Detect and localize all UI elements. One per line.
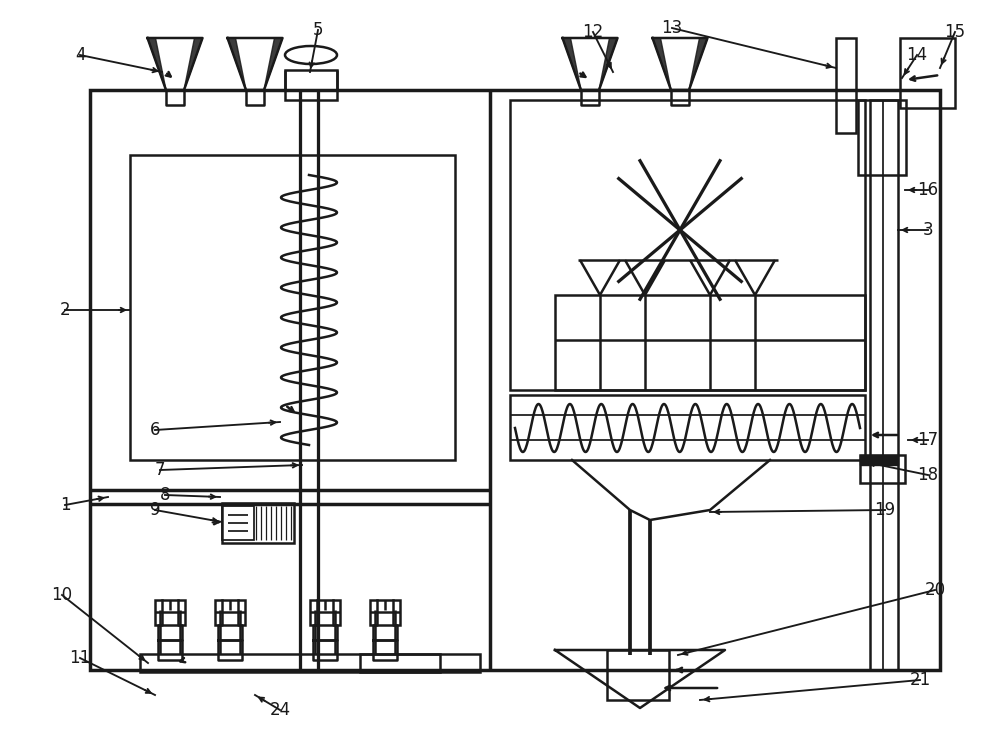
- Bar: [222, 506, 254, 540]
- Text: 5: 5: [313, 21, 323, 39]
- Polygon shape: [148, 38, 166, 90]
- Text: 12: 12: [582, 23, 604, 41]
- Text: 4: 4: [75, 46, 85, 64]
- Bar: [858, 100, 906, 175]
- Bar: [130, 155, 455, 460]
- Bar: [370, 600, 400, 625]
- Bar: [607, 650, 669, 700]
- Bar: [555, 295, 865, 390]
- Bar: [155, 600, 185, 625]
- Text: 7: 7: [155, 461, 165, 479]
- Text: 11: 11: [69, 649, 91, 667]
- Text: 3: 3: [923, 221, 933, 239]
- Bar: [836, 38, 856, 133]
- Polygon shape: [562, 38, 581, 90]
- Polygon shape: [228, 38, 246, 90]
- Polygon shape: [599, 38, 618, 90]
- Bar: [140, 654, 480, 672]
- Text: 2: 2: [60, 301, 70, 319]
- Text: 20: 20: [924, 581, 946, 599]
- Text: 9: 9: [150, 501, 160, 519]
- Text: 24: 24: [269, 701, 291, 719]
- Text: 10: 10: [51, 586, 73, 604]
- Text: 14: 14: [906, 46, 928, 64]
- Bar: [860, 455, 905, 483]
- Text: 1: 1: [60, 496, 70, 514]
- Bar: [90, 90, 940, 670]
- Bar: [360, 654, 440, 672]
- Polygon shape: [184, 38, 202, 90]
- Text: 17: 17: [917, 431, 939, 449]
- Bar: [870, 100, 898, 670]
- Bar: [900, 38, 955, 108]
- Bar: [285, 70, 337, 100]
- Text: 8: 8: [160, 486, 170, 504]
- Bar: [215, 600, 245, 625]
- Text: 13: 13: [661, 19, 683, 37]
- Polygon shape: [264, 38, 283, 90]
- Bar: [510, 395, 865, 460]
- Polygon shape: [689, 38, 708, 90]
- Bar: [222, 503, 294, 543]
- Text: 16: 16: [917, 181, 939, 199]
- Text: 15: 15: [944, 23, 966, 41]
- Polygon shape: [860, 455, 898, 465]
- Text: 21: 21: [909, 671, 931, 689]
- Polygon shape: [652, 38, 671, 90]
- Bar: [510, 100, 865, 390]
- Text: 6: 6: [150, 421, 160, 439]
- Bar: [310, 600, 340, 625]
- Text: 19: 19: [874, 501, 896, 519]
- Text: 18: 18: [917, 466, 939, 484]
